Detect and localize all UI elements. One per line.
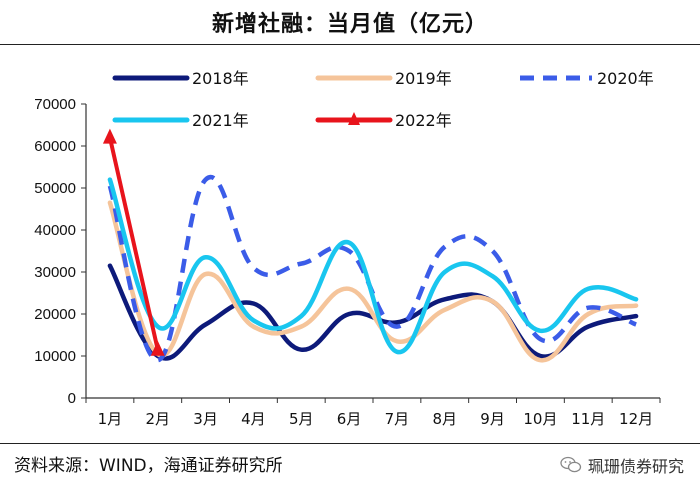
series-2020-line xyxy=(107,174,637,363)
x-tick-label: 5月 xyxy=(289,410,314,428)
axes: 0 10000 20000 30000 40000 50000 60000 70000 1月 2月… xyxy=(34,96,661,428)
y-tick-label: 60000 xyxy=(34,138,76,155)
footer-divider xyxy=(0,443,700,444)
x-tick-label: 10月 xyxy=(523,410,557,428)
x-tick-label: 1月 xyxy=(98,410,123,428)
line-chart: 0 10000 20000 30000 40000 50000 60000 70000 1月 2月… xyxy=(34,69,661,428)
x-tick-label: 8月 xyxy=(432,410,457,428)
watermark: 珮珊债券研究 xyxy=(560,453,684,477)
x-tick-label: 4月 xyxy=(241,410,266,428)
y-tick-label: 0 xyxy=(68,390,76,407)
legend-2020-label: 2020年 xyxy=(597,69,654,88)
series-2022-line xyxy=(107,137,160,351)
source-note: 资料来源：WIND，海通证券研究所 xyxy=(14,456,283,476)
wechat-icon xyxy=(560,456,582,473)
legend-2022-label: 2022年 xyxy=(395,111,452,130)
legend: 2018年 2019年 2020年 2021年 2022年 xyxy=(112,69,654,130)
title-divider xyxy=(0,44,700,45)
y-tick-label: 10000 xyxy=(34,348,76,365)
y-tick-label: 70000 xyxy=(34,96,76,113)
legend-2018-label: 2018年 xyxy=(192,69,249,88)
series-2022-point xyxy=(150,340,165,356)
x-tick-label: 6月 xyxy=(337,410,362,428)
x-tick-label: 7月 xyxy=(385,410,410,428)
chart-title: 新增社融：当月值（亿元） xyxy=(211,11,488,37)
series-2022-point xyxy=(102,128,117,144)
x-tick-label: 9月 xyxy=(480,410,505,428)
legend-2019-label: 2019年 xyxy=(395,69,452,88)
x-tick-label: 12月 xyxy=(619,410,653,428)
watermark-label: 珮珊债券研究 xyxy=(587,457,684,476)
legend-2022-marker xyxy=(348,112,360,125)
x-tick-label: 11月 xyxy=(571,410,605,428)
y-tick-label: 30000 xyxy=(34,264,76,281)
y-tick-label: 20000 xyxy=(34,306,76,323)
x-tick-label: 3月 xyxy=(193,410,218,428)
y-tick-label: 40000 xyxy=(34,222,76,239)
series-lines xyxy=(102,128,639,363)
series-2018-line xyxy=(107,263,639,361)
legend-2021-label: 2021年 xyxy=(192,111,249,130)
series-2021-line xyxy=(107,177,639,355)
x-tick-label: 2月 xyxy=(145,410,170,428)
y-tick-label: 50000 xyxy=(34,180,76,197)
series-2019-line xyxy=(107,200,639,363)
